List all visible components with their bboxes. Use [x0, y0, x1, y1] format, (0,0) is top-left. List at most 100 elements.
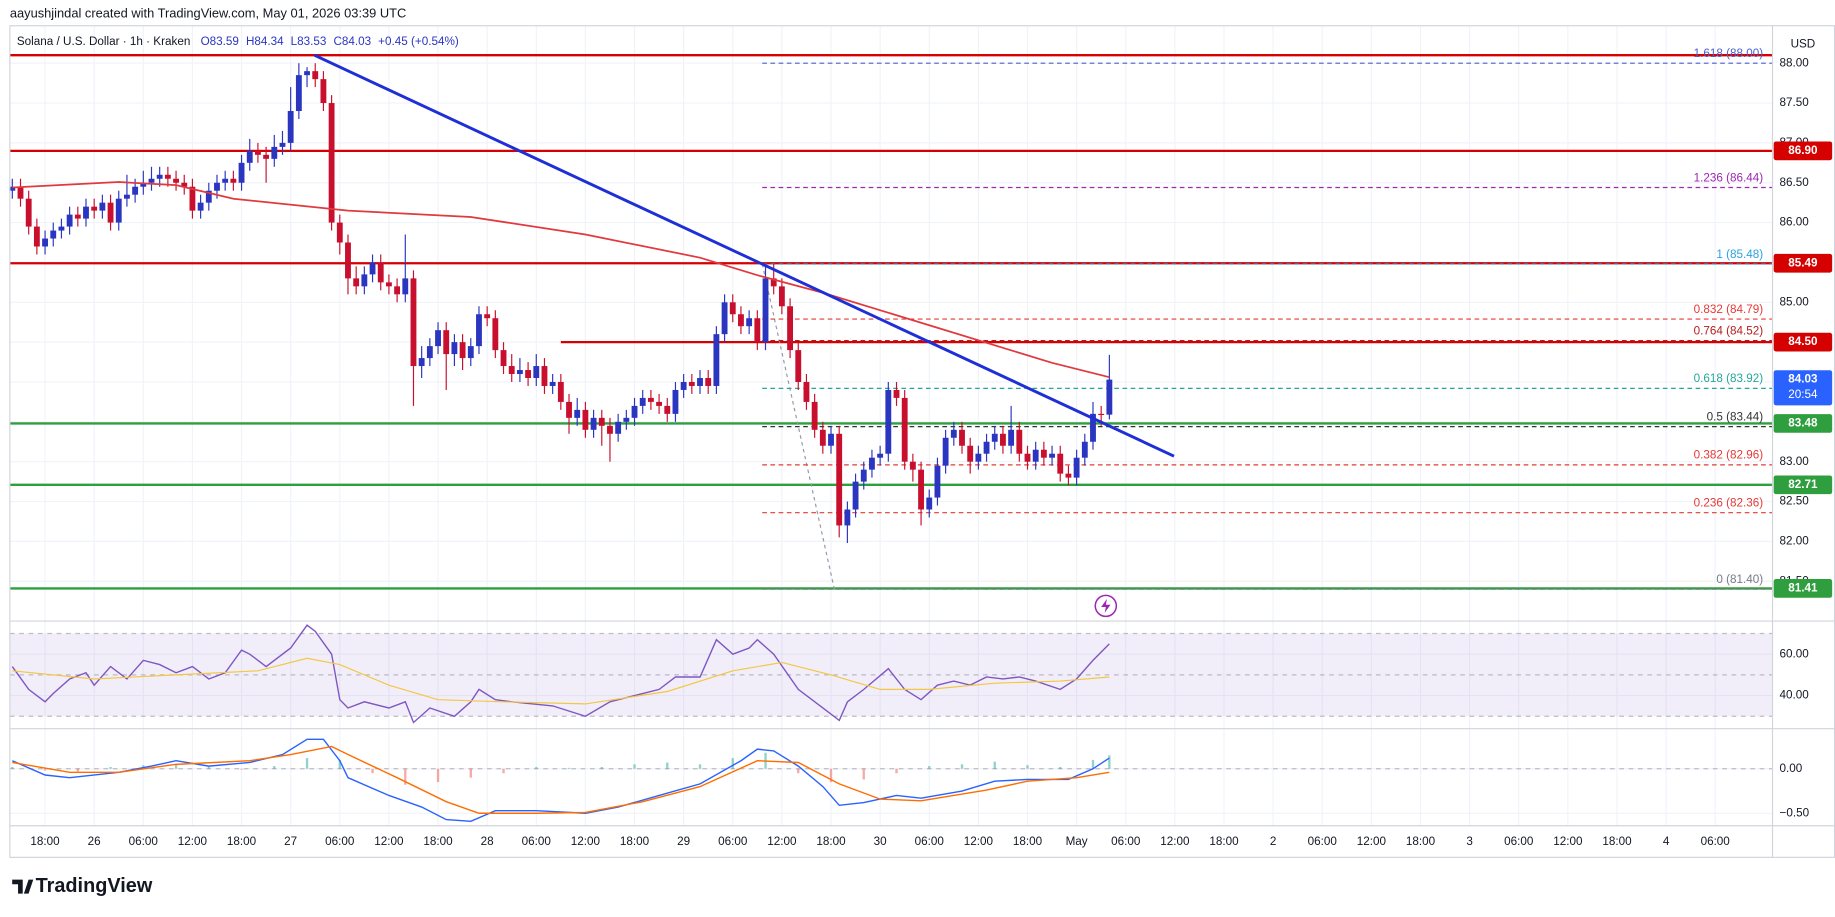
x-tick-label: 06:00 [1701, 835, 1731, 848]
macd-histogram-bar [698, 764, 702, 769]
x-tick-label: 29 [677, 835, 690, 848]
macd-line [12, 738, 1110, 823]
candle-body [1106, 379, 1113, 415]
candle-body [181, 182, 188, 187]
candle-body [164, 174, 171, 179]
y-tick-label: −0.50 [1780, 806, 1810, 819]
candle-body [222, 178, 229, 183]
candle-body [377, 262, 384, 283]
icon-circle [1094, 594, 1118, 618]
candle-body [263, 154, 270, 159]
candle-body [451, 342, 458, 355]
candle-body [345, 242, 351, 279]
candle-body [1008, 429, 1015, 446]
candle-body [950, 429, 957, 438]
candle-body [656, 401, 663, 406]
candle-body [197, 202, 204, 211]
candle-body [140, 182, 147, 187]
last-price-tag [1773, 370, 1833, 406]
macd-histogram-bar [1059, 766, 1062, 769]
level-tag [1773, 475, 1833, 495]
fib-label: 0.618 (83.92) [1694, 372, 1764, 385]
candle-body [1090, 413, 1096, 442]
candle-body [107, 202, 114, 223]
macd-histogram-bar [502, 768, 505, 774]
panes [9, 632, 1773, 785]
candle-body [410, 278, 417, 367]
candle-body [328, 103, 335, 223]
macd-histogram-bar [960, 764, 964, 769]
candle-body [885, 389, 892, 454]
candle-body [295, 75, 302, 112]
candle-body [99, 202, 106, 211]
legend-value: C84.03 [333, 35, 371, 48]
y-tick-label: 40.00 [1780, 689, 1810, 702]
rsi-ma [12, 657, 1110, 705]
candle-body [844, 509, 851, 526]
macd-histogram-bar [993, 761, 996, 769]
fib-label: 0 (81.40) [1716, 573, 1763, 586]
candle-body [394, 286, 401, 295]
macd-histogram-bar [1026, 765, 1029, 769]
candle-body [353, 278, 360, 287]
candle-body [746, 318, 753, 327]
x-tick-label: 06:00 [522, 835, 552, 848]
macd-histogram-bar [207, 766, 210, 769]
candle-body [1016, 429, 1023, 454]
macd-histogram-bar [666, 762, 669, 769]
last-price-label: 84.03 [1788, 373, 1818, 386]
candle-body [1098, 413, 1105, 416]
candle-body [525, 370, 532, 378]
macd-histogram-bar [895, 768, 898, 774]
y-tick-label: 83.00 [1780, 455, 1810, 468]
x-tick-label: 28 [481, 835, 494, 848]
x-tick-label: 06:00 [1504, 835, 1534, 848]
replay-icon[interactable] [1094, 594, 1118, 618]
macd-histogram-bar [829, 768, 833, 783]
candle-body [476, 314, 482, 347]
candle-body [738, 314, 744, 327]
x-tick-label: 12:00 [1553, 835, 1583, 848]
macd-histogram-bar [273, 766, 276, 769]
candle-body [607, 425, 613, 434]
x-tick-label: May [1066, 835, 1088, 848]
macd-histogram-bar [174, 764, 178, 769]
candle-body [877, 453, 884, 458]
candle-body [533, 366, 540, 378]
candle-body [214, 182, 220, 191]
candle-body [1040, 449, 1047, 458]
legend: Solana / U.S. Dollar · 1h · Kraken O83.5… [17, 35, 459, 48]
macd-histogram-bar [731, 758, 734, 769]
macd-histogram-bar [862, 768, 865, 780]
x-tick-label: 12:00 [1357, 835, 1387, 848]
legend-value: O83.59 [201, 35, 239, 48]
legend-value: H84.34 [246, 35, 284, 48]
candle-body [115, 198, 122, 223]
candle-body [516, 370, 523, 375]
candle-body [254, 150, 261, 155]
macd-signal [12, 745, 1110, 814]
fib-label: 1 (85.48) [1716, 248, 1763, 261]
candle-body [754, 318, 761, 343]
level-tag [1773, 332, 1833, 352]
candle-body [852, 481, 859, 510]
macd-histogram-bar [338, 759, 341, 769]
brand-name: TradingView [36, 875, 153, 897]
macd-histogram-bar [404, 768, 407, 785]
y-tick-label: 85.00 [1780, 295, 1810, 308]
candle-body [869, 457, 875, 470]
level-tag [1773, 414, 1833, 433]
y-tick-label: 86.00 [1780, 216, 1810, 229]
candle-body [721, 302, 728, 335]
candle-body [189, 186, 196, 211]
macd-histogram-bar [928, 766, 931, 769]
x-tick-label: 06:00 [718, 835, 748, 848]
overlays [11, 53, 1175, 823]
candle-body [132, 186, 139, 195]
candle-body [819, 429, 826, 446]
candle-body [230, 178, 237, 183]
candles [9, 63, 1113, 543]
level-tag [1773, 579, 1833, 598]
